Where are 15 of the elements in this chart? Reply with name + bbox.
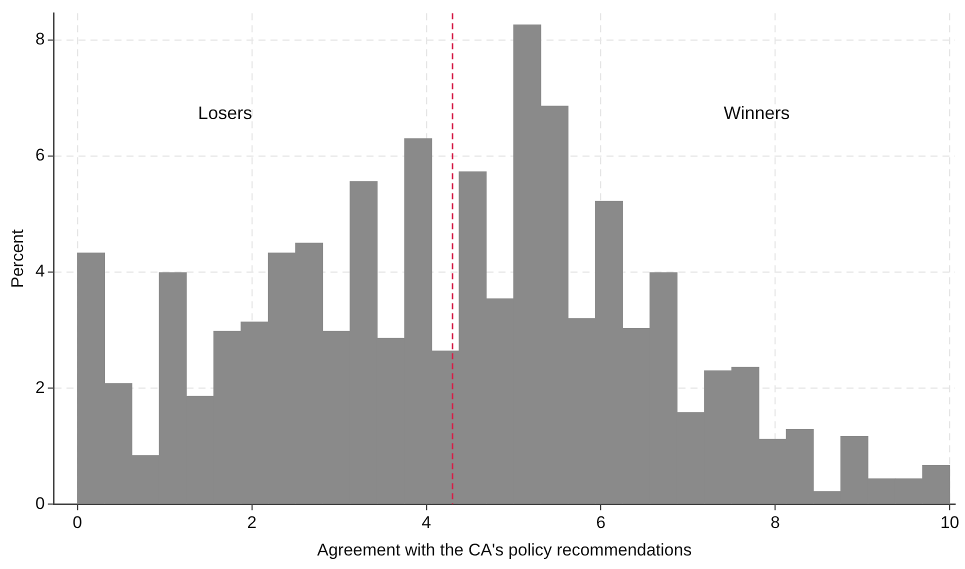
x-tick-label: 2 (247, 513, 257, 532)
x-axis-title: Agreement with the CA's policy recommendations (317, 540, 692, 560)
y-tick-label: 0 (35, 494, 45, 513)
x-tick-label: 10 (940, 513, 960, 532)
y-tick-label: 8 (35, 30, 45, 49)
x-tick-label: 8 (770, 513, 780, 532)
y-tick-label: 2 (35, 378, 45, 397)
annotation: Winners (724, 102, 790, 123)
x-tick-label: 4 (422, 513, 432, 532)
x-tick-label: 0 (72, 513, 82, 532)
x-tick-label: 6 (596, 513, 606, 532)
annotation: Losers (198, 102, 252, 123)
y-axis-title: Percent (8, 229, 27, 288)
y-tick-label: 4 (35, 262, 45, 281)
y-tick-label: 6 (35, 146, 45, 165)
